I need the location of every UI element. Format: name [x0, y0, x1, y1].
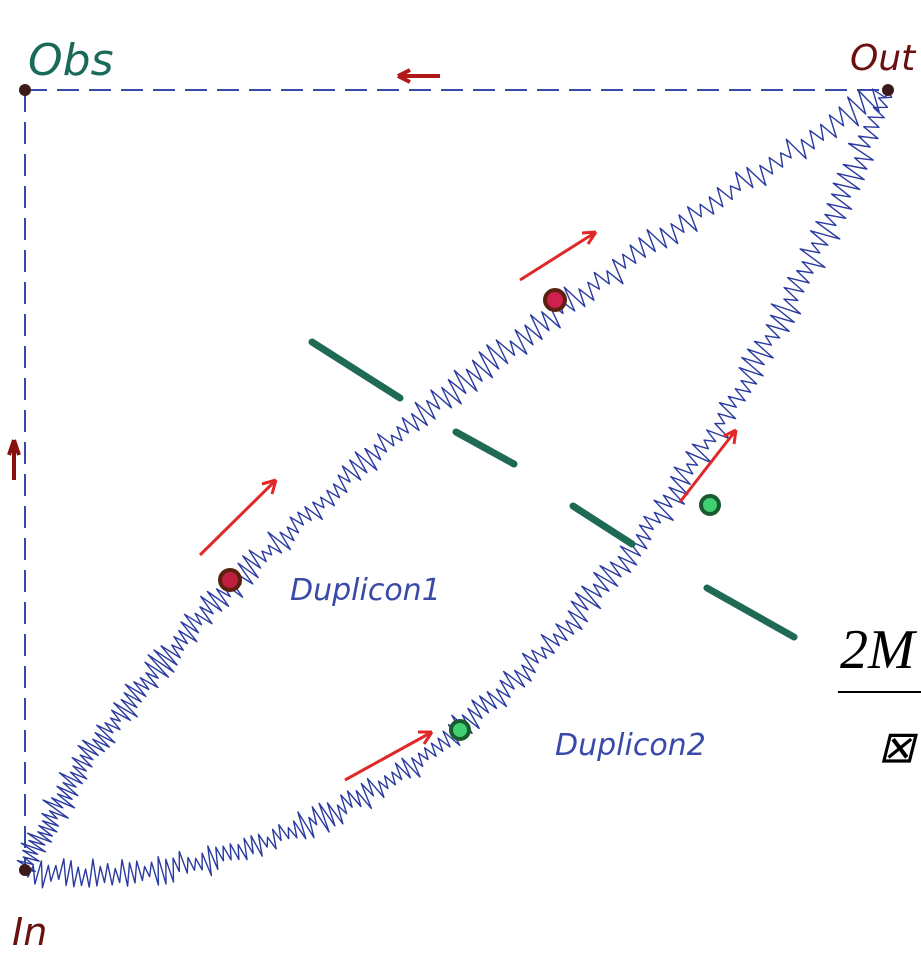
duplicon-dot: [220, 570, 240, 590]
node-dot: [19, 864, 31, 876]
formula-denominator: ⊠: [878, 723, 918, 772]
diagram: Obs Out In Duplicon1 Duplicon2 2M ⊠: [0, 0, 921, 958]
duplicon-dot: [545, 290, 565, 310]
node-dot: [882, 84, 894, 96]
path-label: Duplicon1: [290, 573, 441, 608]
background: [0, 0, 921, 958]
node-label: Out: [850, 38, 917, 79]
node-label: In: [12, 910, 47, 954]
node-label: Obs: [28, 35, 114, 86]
formula-numerator: 2M: [840, 619, 918, 681]
path-label: Duplicon2: [555, 728, 706, 763]
duplicon-dot: [451, 721, 469, 739]
duplicon-dot: [701, 496, 719, 514]
